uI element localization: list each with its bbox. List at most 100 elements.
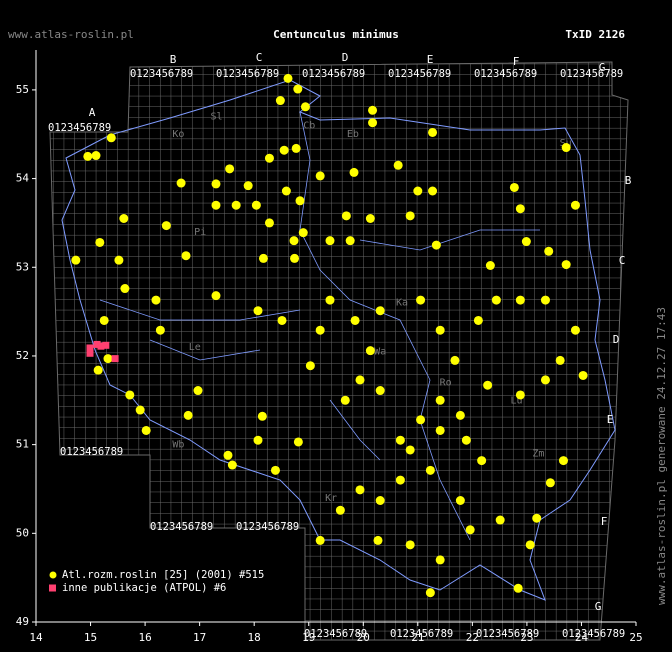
point [491, 295, 501, 305]
point [570, 200, 580, 210]
point [578, 370, 588, 380]
grid-digits: 0123456789 [390, 628, 453, 640]
point [515, 295, 525, 305]
grid-digits: 0123456789 [474, 68, 537, 80]
grid-letter: B [170, 53, 177, 66]
point [393, 160, 403, 170]
point [300, 102, 310, 112]
point [86, 344, 94, 352]
point [223, 450, 233, 460]
region-label: Eb [347, 129, 359, 140]
point [465, 525, 475, 535]
point [315, 325, 325, 335]
point [405, 540, 415, 550]
point [515, 390, 525, 400]
grid-letter: G [595, 600, 602, 613]
point [425, 465, 435, 475]
point [525, 540, 535, 550]
point [181, 251, 191, 261]
point [211, 179, 221, 189]
region-label: Ro [440, 378, 452, 389]
river [99, 111, 540, 541]
x-tick-label: 14 [29, 631, 43, 644]
point [341, 211, 351, 221]
region-label: Cb [303, 120, 315, 131]
point [544, 246, 554, 256]
point [193, 386, 203, 396]
region-label: Zm [532, 449, 544, 460]
point [120, 284, 130, 294]
grid-letter: B [625, 174, 632, 187]
point [211, 200, 221, 210]
point [355, 375, 365, 385]
point [305, 361, 315, 371]
point [450, 355, 460, 365]
point [135, 405, 145, 415]
taxon-id: TxID 2126 [565, 28, 625, 41]
x-tick-label: 18 [248, 631, 261, 644]
point [151, 295, 161, 305]
site: www.atlas-roslin.pl [8, 28, 134, 41]
point [355, 485, 365, 495]
y-tick-label: 51 [16, 438, 29, 451]
point [264, 218, 274, 228]
point [253, 435, 263, 445]
point [413, 186, 423, 196]
point [103, 354, 113, 364]
point [270, 465, 280, 475]
point [225, 164, 235, 174]
point [315, 535, 325, 545]
y-tick-label: 52 [16, 349, 29, 362]
point [227, 460, 237, 470]
y-tick-label: 55 [16, 83, 29, 96]
region-label: Wb [172, 440, 184, 451]
grid-digits: 0123456789 [560, 68, 623, 80]
y-tick-label: 54 [16, 172, 30, 185]
x-tick-label: 24 [575, 631, 589, 644]
x-tick-label: 25 [629, 631, 642, 644]
grid-letter: C [619, 254, 626, 267]
point [251, 200, 261, 210]
point [483, 380, 493, 390]
point [540, 375, 550, 385]
grid-letter: D [342, 51, 349, 64]
legend-label: inne publikacje (ATPOL) #6 [62, 582, 226, 594]
region-label: Ko [172, 129, 184, 140]
point [290, 253, 300, 263]
point [102, 341, 110, 349]
point [570, 325, 580, 335]
point [416, 415, 426, 425]
point [473, 315, 483, 325]
point [283, 73, 293, 83]
point [293, 84, 303, 94]
x-tick-label: 19 [302, 631, 315, 644]
point [375, 496, 385, 506]
y-tick-label: 53 [16, 260, 29, 273]
point [558, 456, 568, 466]
point [325, 295, 335, 305]
point [91, 151, 101, 161]
point [264, 153, 274, 163]
point [155, 325, 165, 335]
point [461, 435, 471, 445]
legend-label: Atl.rozm.roslin [25] (2001) #515 [62, 569, 264, 581]
y-tick-label: 50 [16, 526, 29, 539]
point [495, 515, 505, 525]
grid-digits: 0123456789 [476, 628, 539, 640]
x-tick-label: 15 [84, 631, 97, 644]
grid-digits: 0123456789 [302, 68, 365, 80]
point [545, 478, 555, 488]
point [86, 349, 94, 357]
grid-letter: D [613, 333, 620, 346]
grid-digits: 0123456789 [562, 628, 625, 640]
point [106, 133, 116, 143]
point [277, 315, 287, 325]
point [93, 340, 101, 348]
grid-letter: F [601, 515, 608, 528]
point [253, 306, 263, 316]
grid-digits: 0123456789 [388, 68, 451, 80]
border [61, 79, 616, 601]
y-tick-label: 49 [16, 615, 29, 628]
region-label: Kr [325, 493, 337, 504]
point [368, 105, 378, 115]
